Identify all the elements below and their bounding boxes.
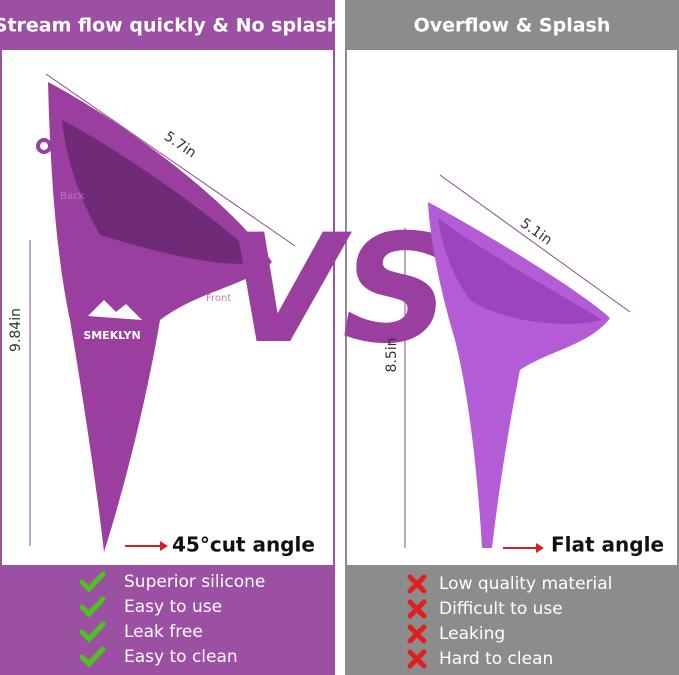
left-height: 9.84in: [8, 308, 24, 352]
feature: Superior silicone: [124, 572, 265, 592]
left-header-bg: [0, 0, 335, 50]
arrow-head: [160, 541, 168, 551]
feature: Easy to clean: [124, 647, 238, 667]
left-footer-bg: [0, 565, 335, 675]
left-funnel-inner: [62, 120, 262, 264]
logo-mark: [88, 300, 142, 320]
width-line: [45, 73, 296, 247]
arrow-head: [536, 543, 544, 553]
feature: Leak free: [124, 622, 203, 642]
left-loop: [36, 138, 52, 154]
right-header-bg: [345, 0, 679, 50]
check-icon: [79, 571, 106, 593]
left-header: Stream flow quickly & No splash: [0, 15, 340, 37]
feature: Difficult to use: [439, 599, 563, 619]
cross-icon: [407, 649, 427, 669]
check-icon: [79, 646, 106, 668]
back-label: Back: [60, 191, 84, 202]
right-height: 8.5in: [384, 337, 400, 372]
right-angle: Flat angle: [551, 533, 664, 557]
right-footer-bg: [345, 565, 679, 675]
width-line: [439, 174, 631, 313]
brand: SMEKLYN: [83, 329, 140, 342]
cross-icon: [407, 574, 427, 594]
cross-icon: [407, 599, 427, 619]
feature: Leaking: [439, 624, 505, 644]
feature-lists: Superior silicone Easy to use Leak free Eas…: [79, 571, 612, 669]
front-label: Front: [206, 293, 231, 304]
right-header: Overflow & Splash: [414, 15, 611, 37]
left-angle: 45°cut angle: [172, 533, 315, 557]
vs: VS: [226, 203, 450, 377]
check-icon: [79, 621, 106, 643]
feature: Low quality material: [439, 574, 612, 594]
right-funnel-inner: [438, 218, 602, 324]
feature: Easy to use: [124, 597, 222, 617]
cross-icon: [407, 624, 427, 644]
check-icon: [79, 596, 106, 618]
feature: Hard to clean: [439, 649, 553, 669]
